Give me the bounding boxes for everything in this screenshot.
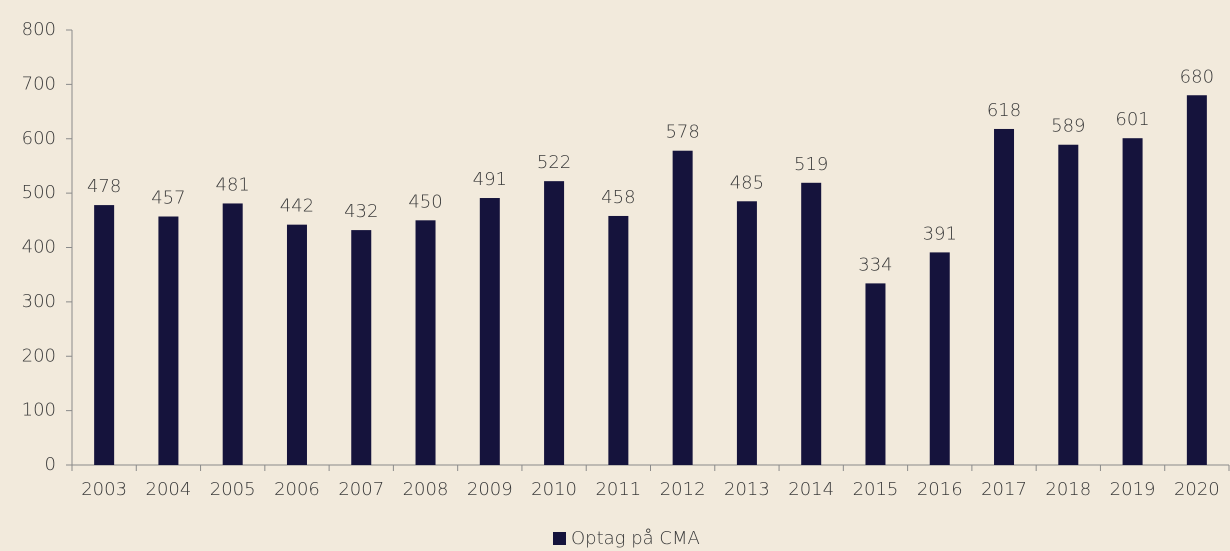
x-tick-label: 2020: [1174, 479, 1220, 500]
y-tick-label: 700: [22, 73, 56, 94]
y-tick-label: 100: [22, 400, 56, 421]
data-label: 391: [923, 223, 957, 244]
x-tick-label: 2008: [403, 479, 449, 500]
x-tick-label: 2016: [917, 479, 963, 500]
bar: [544, 181, 565, 465]
bar: [158, 216, 179, 465]
x-tick-label: 2014: [788, 479, 834, 500]
data-label: 432: [344, 201, 378, 222]
y-tick-label: 300: [22, 291, 56, 312]
data-label: 578: [665, 122, 699, 143]
bar: [1186, 95, 1207, 465]
y-tick-label: 600: [22, 128, 56, 149]
data-label: 491: [473, 169, 507, 190]
x-tick-label: 2012: [660, 479, 706, 500]
bar: [994, 128, 1015, 465]
data-label: 481: [216, 174, 250, 195]
data-label: 442: [280, 196, 314, 217]
x-tick-label: 2019: [1110, 479, 1156, 500]
bar: [94, 205, 115, 465]
data-label: 680: [1180, 66, 1214, 87]
data-label: 478: [87, 176, 121, 197]
data-label: 457: [151, 188, 185, 209]
x-tick-label: 2007: [338, 479, 384, 500]
x-tick-label: 2011: [595, 479, 641, 500]
y-tick-label: 500: [22, 182, 56, 203]
bar: [1122, 138, 1143, 466]
y-tick-label: 800: [22, 19, 56, 40]
y-tick-label: 200: [22, 345, 56, 366]
x-tick-label: 2004: [146, 479, 192, 500]
legend-label: Optag på CMA: [571, 528, 700, 549]
x-tick-label: 2010: [531, 479, 577, 500]
bar: [929, 252, 950, 465]
data-label: 334: [858, 254, 892, 275]
bar: [736, 201, 757, 465]
x-tick-label: 2018: [1045, 479, 1091, 500]
bar: [608, 215, 629, 465]
x-tick-label: 2013: [724, 479, 770, 500]
data-label: 522: [537, 152, 571, 173]
data-label: 519: [794, 154, 828, 175]
bar: [865, 283, 886, 465]
bar: [415, 220, 436, 465]
data-label: 450: [408, 191, 442, 212]
bar: [351, 230, 372, 465]
bar: [222, 203, 243, 466]
x-tick-label: 2003: [81, 479, 127, 500]
x-tick-label: 2015: [853, 479, 899, 500]
legend-swatch: [553, 532, 566, 545]
bar: [1058, 144, 1079, 465]
data-label: 601: [1115, 109, 1149, 130]
bar: [286, 224, 307, 465]
data-label: 458: [601, 187, 635, 208]
x-tick-label: 2006: [274, 479, 320, 500]
y-tick-label: 400: [22, 237, 56, 258]
x-tick-label: 2009: [467, 479, 513, 500]
data-label: 589: [1051, 116, 1085, 137]
x-tick-label: 2005: [210, 479, 256, 500]
bar: [801, 182, 822, 465]
bar: [672, 150, 693, 465]
y-tick-label: 0: [45, 454, 56, 475]
x-tick-label: 2017: [981, 479, 1027, 500]
data-label: 618: [987, 100, 1021, 121]
data-label: 485: [730, 172, 764, 193]
bar: [479, 198, 500, 466]
